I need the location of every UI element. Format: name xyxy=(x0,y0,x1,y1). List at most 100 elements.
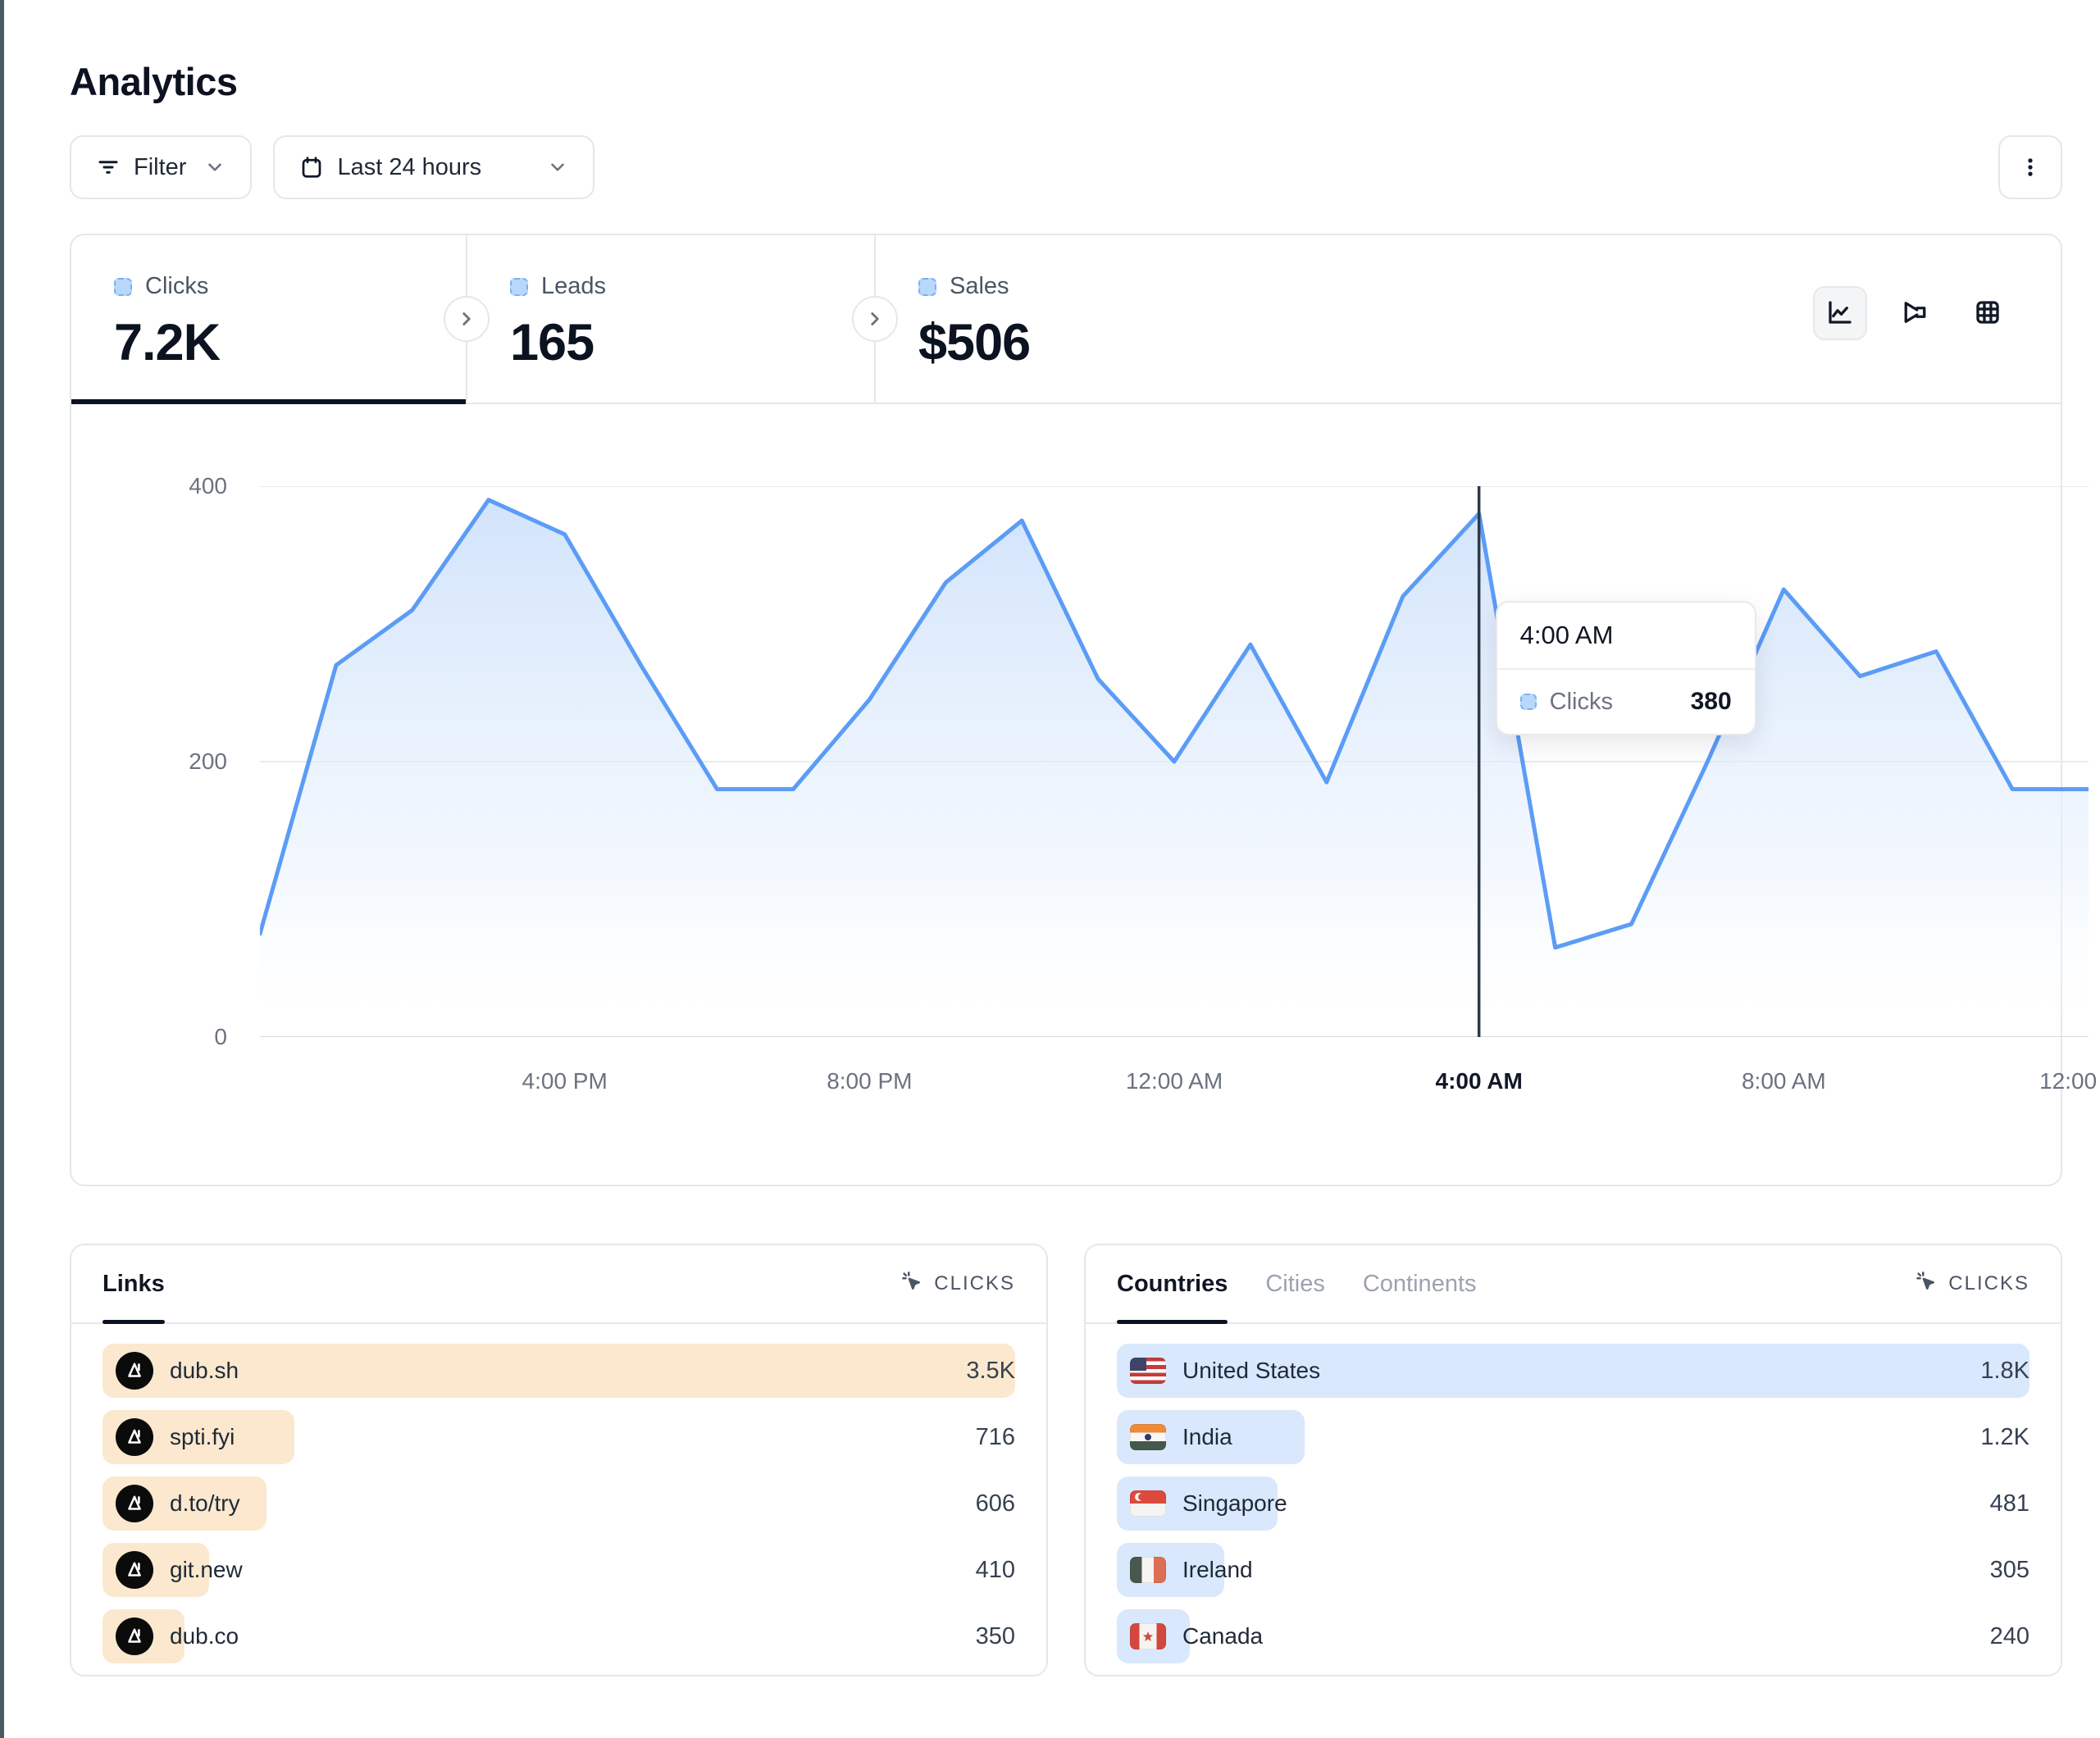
tab-sales[interactable]: Sales $506 xyxy=(876,235,2061,403)
tooltip-series-swatch xyxy=(1519,694,1537,710)
kebab-icon xyxy=(2018,155,2043,180)
table-toggle-button[interactable] xyxy=(1961,286,2015,340)
link-row[interactable]: dub.sh 3.5K xyxy=(102,1344,1015,1398)
link-label: spti.fyi xyxy=(170,1424,235,1449)
link-row[interactable]: git.new 410 xyxy=(102,1543,1015,1597)
link-clicks-value: 716 xyxy=(975,1423,1015,1450)
link-clicks-value: 410 xyxy=(975,1556,1015,1583)
x-tick-label: 12:00 PM xyxy=(2039,1068,2100,1094)
tab-label: Continents xyxy=(1362,1270,1477,1297)
date-range-button[interactable]: Last 24 hours xyxy=(273,135,595,199)
country-row[interactable]: Singapore 481 xyxy=(1117,1476,2029,1531)
link-clicks-value: 606 xyxy=(975,1490,1015,1517)
clicks-legend-swatch xyxy=(114,277,132,296)
series-area xyxy=(260,499,2089,1037)
country-label: United States xyxy=(1182,1358,1321,1383)
x-tick-label: 8:00 AM xyxy=(1741,1068,1826,1094)
tab-leads[interactable]: Leads 165 xyxy=(467,235,874,403)
links-metric-label: CLICKS xyxy=(934,1272,1015,1294)
tab-links[interactable]: Links xyxy=(102,1245,165,1324)
country-label: India xyxy=(1182,1424,1232,1449)
y-tick-label: 400 xyxy=(189,473,227,498)
funnel-chart-toggle-button[interactable] xyxy=(1887,286,1941,340)
links-list: dub.sh 3.5K spti.fyi 716 d.to/try 606 git.new 4… xyxy=(71,1324,1046,1663)
geo-metric-label: CLICKS xyxy=(1948,1272,2029,1294)
dub-logo-icon xyxy=(116,1418,153,1456)
sg-flag-icon xyxy=(1130,1490,1166,1517)
tab-continents[interactable]: Continents xyxy=(1363,1245,1477,1322)
ca-flag-icon xyxy=(1130,1623,1166,1649)
dub-logo-icon xyxy=(116,1617,153,1655)
tab-countries[interactable]: Countries xyxy=(1117,1245,1228,1324)
country-clicks-value: 481 xyxy=(1989,1490,2029,1517)
tab-clicks[interactable]: Clicks 7.2K xyxy=(71,235,466,404)
expand-stat-button[interactable] xyxy=(444,296,490,342)
geo-panel: Countries Cities Continents CLICKS United … xyxy=(1084,1244,2062,1677)
links-panel: Links CLICKS dub.sh 3 xyxy=(70,1244,1048,1677)
line-chart-toggle-button[interactable] xyxy=(1813,286,1867,340)
link-row[interactable]: d.to/try 606 xyxy=(102,1476,1015,1531)
dub-logo-icon xyxy=(116,1352,153,1390)
dub-logo-icon xyxy=(116,1485,153,1522)
filter-icon xyxy=(96,155,121,180)
dub-logo-icon xyxy=(116,1551,153,1589)
analytics-card: Clicks 7.2K Leads 165 xyxy=(70,234,2100,1186)
value-bar xyxy=(1117,1344,2029,1398)
country-clicks-value: 240 xyxy=(1989,1622,2029,1649)
link-label: dub.sh xyxy=(170,1358,239,1383)
chart-canvas xyxy=(257,485,2091,1038)
line-chart-icon xyxy=(1825,298,1855,330)
chart-tooltip: 4:00 AM Clicks 380 xyxy=(1495,601,1756,735)
country-clicks-value: 1.2K xyxy=(1980,1423,2029,1450)
toolbar: Filter Last 24 hours xyxy=(70,135,2062,199)
tab-label: Countries xyxy=(1117,1270,1228,1297)
country-clicks-value: 305 xyxy=(1989,1556,2029,1583)
x-tick-label: 8:00 PM xyxy=(827,1068,913,1094)
country-row[interactable]: India 1.2K xyxy=(1117,1410,2029,1464)
value-bar xyxy=(102,1344,1015,1398)
date-range-label: Last 24 hours xyxy=(337,153,482,180)
calendar-icon xyxy=(299,155,324,180)
us-flag-icon xyxy=(1130,1358,1166,1384)
tab-label: Cities xyxy=(1265,1270,1325,1297)
tab-cities[interactable]: Cities xyxy=(1265,1245,1325,1322)
clicks-time-series-chart[interactable]: 0 200 400 xyxy=(71,404,2100,1185)
country-row[interactable]: United States 1.8K xyxy=(1117,1344,2029,1398)
link-label: d.to/try xyxy=(170,1490,240,1516)
chevron-down-icon xyxy=(547,157,568,178)
country-clicks-value: 1.8K xyxy=(1980,1357,2029,1384)
stat-value: 165 xyxy=(510,314,594,371)
stat-value: $506 xyxy=(918,314,1031,371)
stat-label: Leads xyxy=(541,273,607,299)
tab-links-label: Links xyxy=(102,1270,165,1297)
links-metric-selector[interactable]: CLICKS xyxy=(900,1269,1015,1299)
link-clicks-value: 3.5K xyxy=(966,1357,1015,1384)
country-row[interactable]: Ireland 305 xyxy=(1117,1543,2029,1597)
link-row[interactable]: dub.co 350 xyxy=(102,1609,1015,1663)
geo-tabs: Countries Cities Continents xyxy=(1117,1245,1477,1324)
chevron-down-icon xyxy=(204,157,225,178)
country-label: Ireland xyxy=(1182,1557,1253,1582)
y-tick-label: 200 xyxy=(189,748,227,774)
sales-legend-swatch xyxy=(918,277,936,296)
in-flag-icon xyxy=(1130,1424,1166,1450)
x-tick-label: 4:00 AM xyxy=(1435,1068,1523,1094)
country-row[interactable]: Canada 240 xyxy=(1117,1609,2029,1663)
funnel-chart-icon xyxy=(1899,298,1929,330)
chart-type-switcher xyxy=(1813,286,2015,340)
stat-value: 7.2K xyxy=(114,314,221,371)
x-tick-label: 4:00 PM xyxy=(522,1068,608,1094)
stats-tabs: Clicks 7.2K Leads 165 xyxy=(71,235,2061,404)
grid-table-icon xyxy=(1973,298,2002,330)
filter-button-label: Filter xyxy=(134,153,187,180)
geo-metric-selector[interactable]: CLICKS xyxy=(1914,1269,2029,1299)
expand-stat-button[interactable] xyxy=(852,296,898,342)
leads-legend-swatch xyxy=(510,277,528,296)
country-label: Singapore xyxy=(1182,1490,1287,1516)
y-tick-label: 0 xyxy=(214,1024,227,1049)
tab-divider xyxy=(852,235,898,403)
link-label: dub.co xyxy=(170,1623,239,1649)
filter-button[interactable]: Filter xyxy=(70,135,253,199)
link-row[interactable]: spti.fyi 716 xyxy=(102,1410,1015,1464)
more-options-button[interactable] xyxy=(1998,135,2062,199)
